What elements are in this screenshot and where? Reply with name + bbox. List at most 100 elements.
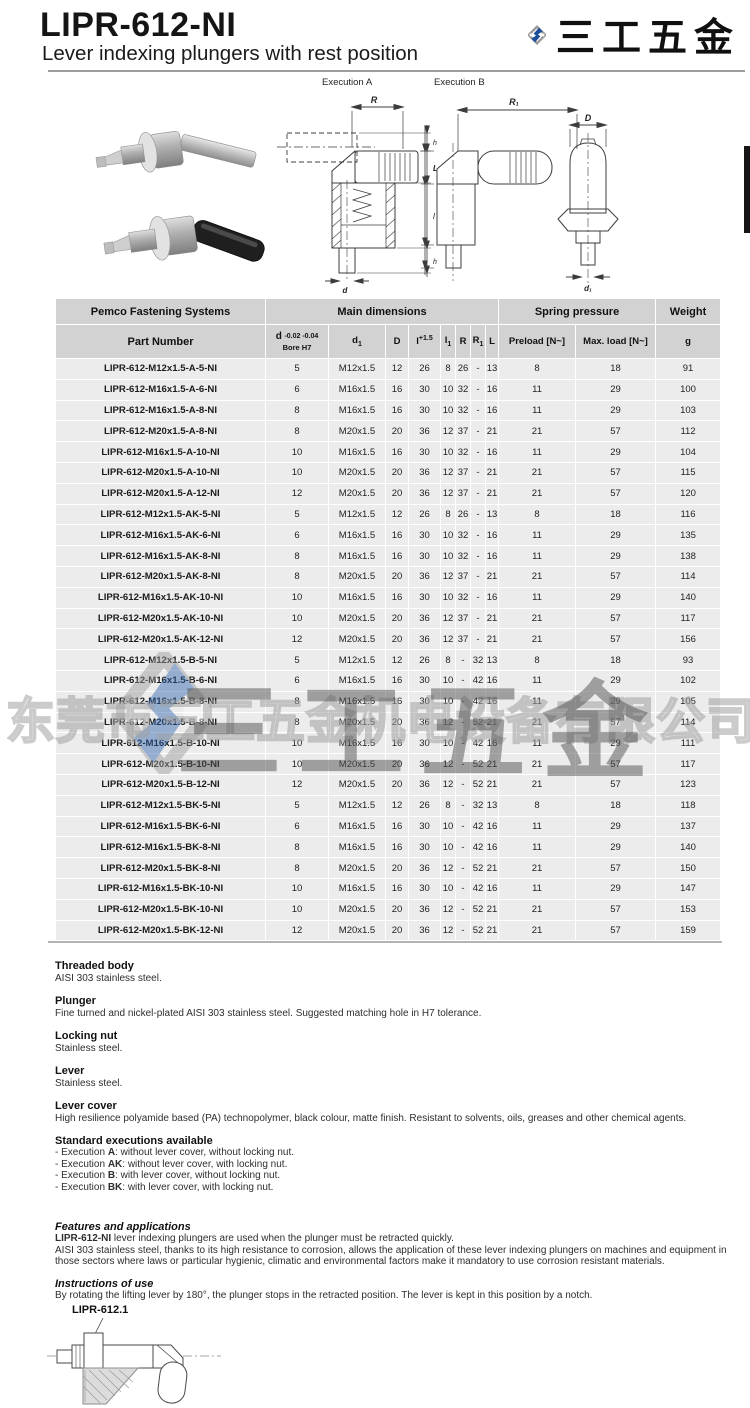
dimension-cell: - bbox=[470, 420, 486, 443]
table-row: LIPR-612-M20x1.5-AK-12-NI 12 M20x1.5 20 36 12… bbox=[55, 628, 722, 651]
spec-body: Stainless steel. bbox=[55, 1043, 123, 1054]
header-d: d -0.02 -0.04 Bore H7 bbox=[265, 324, 329, 359]
dimension-cell: 12 bbox=[440, 420, 456, 443]
dimension-cell: 10 bbox=[440, 815, 456, 838]
page-title: LIPR-612-NI bbox=[40, 6, 237, 44]
dimension-cell: 11 bbox=[498, 732, 576, 755]
header-maxload: Max. load [N~] bbox=[574, 324, 657, 359]
dimension-cell: 32 bbox=[455, 399, 471, 422]
dimension-cell: M20x1.5 bbox=[328, 461, 386, 484]
dim-label-R1: R₁ bbox=[509, 97, 519, 107]
dimension-cell: 20 bbox=[385, 482, 409, 505]
spec-heading: Plunger bbox=[55, 995, 96, 1007]
table-row: LIPR-612-M16x1.5-A-8-NI 8 M16x1.5 16 30 10 32-… bbox=[55, 399, 722, 422]
dimension-cell: M20x1.5 bbox=[328, 607, 386, 630]
dimension-cell: 57 bbox=[574, 628, 657, 651]
dimension-cell: 21 bbox=[485, 607, 499, 630]
dimension-cell: 10 bbox=[440, 399, 456, 422]
dimension-cell: 6 bbox=[265, 815, 329, 838]
dimension-cell: 12 bbox=[440, 898, 456, 921]
dimension-cell: - bbox=[455, 877, 471, 900]
dimension-cell: 37 bbox=[455, 628, 471, 651]
parts-table: Pemco Fastening Systems Main dimensions … bbox=[55, 298, 722, 942]
dim-label-h-bottom: h bbox=[433, 259, 437, 266]
dimension-cell: 10 bbox=[440, 441, 456, 463]
dimension-cell: 8 bbox=[498, 503, 576, 526]
dimension-cell: 57 bbox=[574, 461, 657, 484]
features-heading: Features and applications bbox=[55, 1221, 191, 1233]
dimension-cell: 29 bbox=[574, 836, 657, 859]
dimension-cell: 11 bbox=[498, 669, 576, 692]
part-number-cell: LIPR-612-M12x1.5-BK-5-NI bbox=[55, 794, 266, 817]
dimension-cell: 32 bbox=[455, 524, 471, 547]
dimension-cell: 5 bbox=[265, 358, 329, 380]
dimension-cell: 20 bbox=[385, 773, 409, 796]
dimension-cell: 11 bbox=[498, 690, 576, 713]
dimension-cell: - bbox=[470, 565, 486, 588]
dimension-cell: 21 bbox=[485, 711, 499, 734]
table-row: LIPR-612-M12x1.5-B-5-NI 5 M12x1.5 12 26 8-32 1… bbox=[55, 649, 722, 671]
dimension-cell: 16 bbox=[485, 378, 499, 401]
dimension-cell: - bbox=[455, 649, 471, 671]
dimension-cell: 36 bbox=[408, 461, 441, 484]
table-row: LIPR-612-M20x1.5-B-12-NI 12 M20x1.5 20 36 12-… bbox=[55, 773, 722, 796]
dimension-cell: 21 bbox=[485, 482, 499, 505]
dimension-cell: 26 bbox=[408, 649, 441, 671]
dimension-cell: 159 bbox=[655, 919, 722, 942]
dimension-cell: 100 bbox=[655, 378, 722, 401]
dimension-cell: 10 bbox=[265, 461, 329, 484]
dimension-cell: - bbox=[470, 524, 486, 547]
table-row: LIPR-612-M20x1.5-B-10-NI 10 M20x1.5 20 36 12-… bbox=[55, 753, 722, 775]
dimension-cell: 36 bbox=[408, 857, 441, 879]
photo-plunger-black-lever bbox=[103, 215, 265, 262]
part-number-cell: LIPR-612-M20x1.5-AK-12-NI bbox=[55, 628, 266, 651]
dim-label-d1: d₁ bbox=[584, 284, 592, 293]
dimension-cell: 16 bbox=[485, 669, 499, 692]
right-edge-bar bbox=[744, 146, 750, 233]
table-row: LIPR-612-M20x1.5-AK-10-NI 10 M20x1.5 20 36 12… bbox=[55, 607, 722, 630]
dimension-cell: 16 bbox=[385, 378, 409, 401]
dimension-cell: 30 bbox=[408, 378, 441, 401]
dimension-cell: - bbox=[455, 815, 471, 838]
dimension-cell: 37 bbox=[455, 420, 471, 443]
dimension-cell: 57 bbox=[574, 565, 657, 588]
dimension-cell: M20x1.5 bbox=[328, 898, 386, 921]
spec-sections: Threaded body AISI 303 stainless steel. Pl… bbox=[55, 960, 735, 1311]
dimension-cell: 13 bbox=[485, 503, 499, 526]
execution-b-label: Execution B bbox=[434, 77, 485, 88]
header-preload: Preload [N~] bbox=[498, 324, 576, 359]
dim-label-L: L bbox=[433, 164, 438, 173]
dimension-cell: - bbox=[455, 794, 471, 817]
dimension-cell: - bbox=[470, 358, 486, 380]
dimension-cell: 112 bbox=[655, 420, 722, 443]
part-number-cell: LIPR-612-M16x1.5-B-8-NI bbox=[55, 690, 266, 713]
dim-label-d: d bbox=[343, 286, 349, 295]
dimension-cell: 111 bbox=[655, 732, 722, 755]
dimension-cell: 26 bbox=[408, 503, 441, 526]
dimension-cell: 20 bbox=[385, 565, 409, 588]
dimension-cell: 11 bbox=[498, 586, 576, 609]
dimension-cell: 21 bbox=[498, 482, 576, 505]
dimension-cell: 29 bbox=[574, 690, 657, 713]
dimension-cell: 21 bbox=[498, 628, 576, 651]
dimension-cell: 21 bbox=[498, 565, 576, 588]
dimension-cell: 30 bbox=[408, 877, 441, 900]
dimension-cell: 29 bbox=[574, 441, 657, 463]
table-row: LIPR-612-M16x1.5-A-6-NI 6 M16x1.5 16 30 10 32-… bbox=[55, 378, 722, 401]
dimension-cell: - bbox=[455, 732, 471, 755]
dimension-cell: 13 bbox=[485, 649, 499, 671]
dimension-cell: 137 bbox=[655, 815, 722, 838]
dimension-cell: 123 bbox=[655, 773, 722, 796]
table-row: LIPR-612-M20x1.5-A-10-NI 10 M20x1.5 20 36 12 3… bbox=[55, 461, 722, 484]
dimension-cell: M12x1.5 bbox=[328, 649, 386, 671]
dimension-cell: 10 bbox=[440, 836, 456, 859]
dimension-cell: 21 bbox=[485, 773, 499, 796]
dimension-cell: 16 bbox=[485, 690, 499, 713]
dimension-cell: 120 bbox=[655, 482, 722, 505]
dimension-cell: 21 bbox=[498, 711, 576, 734]
part-number-cell: LIPR-612-M20x1.5-AK-10-NI bbox=[55, 607, 266, 630]
dimension-cell: 10 bbox=[440, 586, 456, 609]
part-number-cell: LIPR-612-M20x1.5-B-8-NI bbox=[55, 711, 266, 734]
dimension-cell: - bbox=[470, 378, 486, 401]
dimension-cell: 10 bbox=[440, 877, 456, 900]
